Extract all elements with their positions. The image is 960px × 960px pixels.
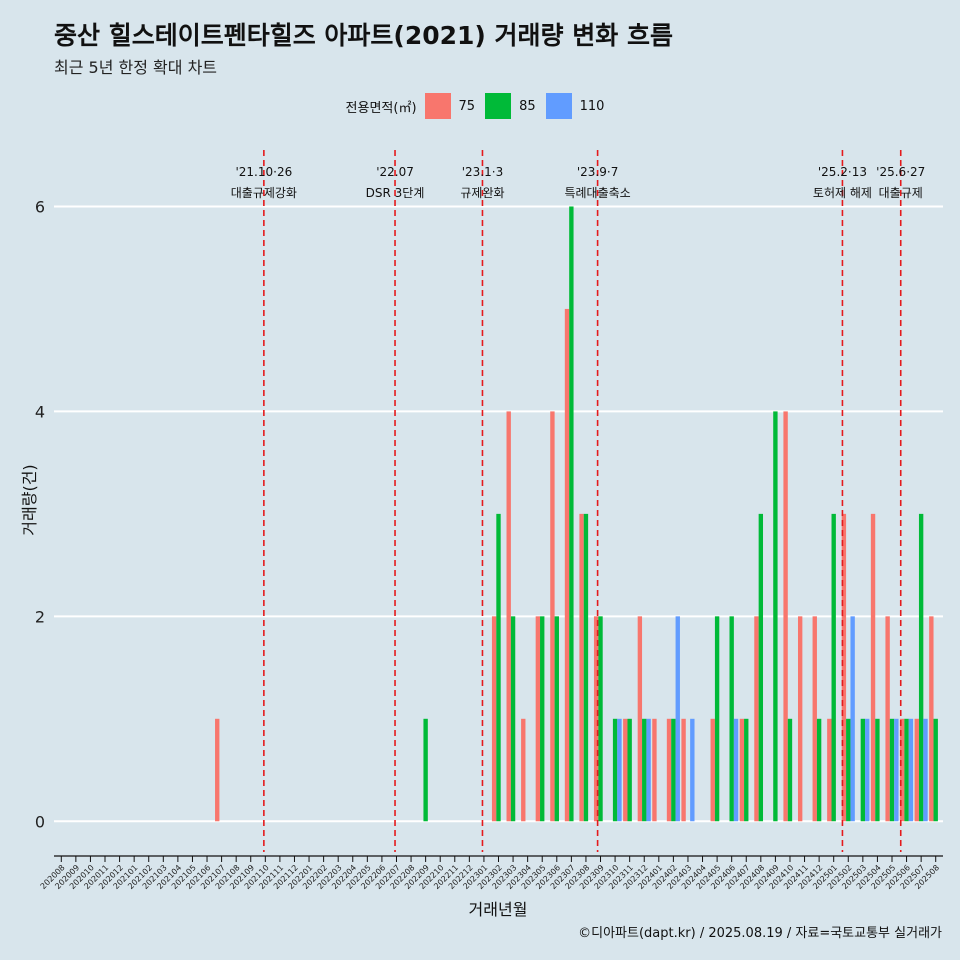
policy-date-0: '21.10·26 bbox=[235, 165, 292, 179]
bar-75-202304 bbox=[521, 718, 526, 822]
policy-date-4: '25.2·13 bbox=[818, 165, 867, 179]
bar-75-202411 bbox=[797, 616, 803, 822]
bar-110-202506 bbox=[908, 718, 914, 822]
legend-label-85: 85 bbox=[519, 98, 536, 114]
y-tick-label-0: 0 bbox=[35, 812, 45, 831]
bar-85-202311 bbox=[627, 718, 632, 822]
bar-110-202502 bbox=[850, 616, 855, 822]
bar-110-202406 bbox=[733, 718, 739, 822]
x-axis-label: 거래년월 bbox=[468, 900, 528, 919]
bar-85-202306 bbox=[554, 616, 559, 822]
bar-75-202312 bbox=[637, 616, 643, 822]
bar-75-202107 bbox=[215, 718, 220, 822]
bar-75-202407 bbox=[739, 718, 745, 822]
policy-date-1: '22.07 bbox=[376, 165, 414, 179]
policy-date-5: '25.6·27 bbox=[876, 165, 925, 179]
bar-85-202407 bbox=[744, 718, 749, 822]
bar-85-202303 bbox=[510, 616, 516, 822]
bar-75-202306 bbox=[550, 411, 555, 822]
bar-110-202403 bbox=[690, 718, 695, 822]
bar-75-202303 bbox=[506, 411, 511, 822]
legend-item-110: 110 bbox=[545, 93, 605, 119]
bar-85-202309 bbox=[598, 616, 603, 822]
y-tick-label-6: 6 bbox=[35, 197, 45, 216]
bar-75-202506 bbox=[900, 718, 905, 822]
bar-85-202305 bbox=[540, 616, 545, 822]
bar-85-202506 bbox=[904, 718, 909, 822]
bar-75-202309 bbox=[593, 616, 599, 822]
bar-85-202503 bbox=[860, 718, 866, 822]
policy-label-4: 토허제 해제 bbox=[813, 186, 872, 200]
policy-date-3: '23.9·7 bbox=[577, 165, 618, 179]
bar-85-202310 bbox=[612, 718, 618, 822]
policy-label-0: 대출규제강화 bbox=[231, 186, 297, 200]
bar-85-202502 bbox=[846, 718, 851, 822]
bar-75-202410 bbox=[783, 411, 788, 822]
bar-85-202504 bbox=[875, 718, 880, 822]
bar-85-202405 bbox=[714, 616, 720, 822]
bar-75-202302 bbox=[491, 616, 497, 822]
y-tick-label-2: 2 bbox=[35, 607, 45, 626]
y-tick-label-4: 4 bbox=[35, 402, 45, 421]
bar-110-202310 bbox=[617, 718, 622, 822]
bar-110-202312 bbox=[646, 718, 651, 822]
policy-date-2: '23.1·3 bbox=[462, 165, 503, 179]
legend-swatch-85 bbox=[485, 93, 512, 119]
y-axis-label: 거래량(건) bbox=[20, 464, 39, 536]
bar-75-202505 bbox=[885, 616, 890, 822]
bar-75-202501 bbox=[827, 718, 832, 822]
bar-85-202412 bbox=[816, 718, 822, 822]
bar-85-202408 bbox=[758, 513, 764, 822]
policy-label-3: 특례대출축소 bbox=[564, 186, 630, 200]
bar-110-202505 bbox=[894, 718, 899, 822]
legend-swatch-110 bbox=[545, 93, 572, 119]
bar-85-202505 bbox=[889, 718, 895, 822]
bar-75-202311 bbox=[623, 718, 628, 822]
bar-75-202502 bbox=[841, 513, 847, 822]
bar-75-202307 bbox=[564, 308, 570, 822]
bar-75-202308 bbox=[579, 513, 584, 822]
bar-75-202507 bbox=[914, 718, 919, 822]
bar-75-202504 bbox=[870, 513, 876, 822]
legend-title: 전용면적(㎡) bbox=[345, 100, 417, 116]
bar-110-202402 bbox=[675, 616, 680, 822]
bar-75-202401 bbox=[652, 718, 657, 822]
policy-label-1: DSR 3단계 bbox=[366, 186, 425, 200]
chart-subtitle: 최근 5년 한정 확대 차트 bbox=[54, 58, 218, 77]
source-caption: ©디아파트(dapt.kr) / 2025.08.19 / 자료=국토교통부 실… bbox=[578, 926, 942, 941]
legend-item-85: 85 bbox=[485, 93, 536, 119]
policy-label-2: 규제완화 bbox=[460, 186, 504, 200]
bar-75-202403 bbox=[681, 718, 686, 822]
bar-85-202302 bbox=[496, 513, 501, 822]
bar-75-202408 bbox=[754, 616, 759, 822]
bar-85-202209 bbox=[423, 718, 428, 822]
bar-85-202402 bbox=[671, 718, 676, 822]
bar-85-202508 bbox=[933, 718, 938, 822]
policy-label-5: 대출규제 bbox=[879, 186, 923, 200]
bar-85-202312 bbox=[642, 718, 647, 822]
bar-75-202402 bbox=[666, 718, 672, 822]
bar-110-202503 bbox=[865, 718, 870, 822]
legend-swatch-75 bbox=[424, 93, 451, 119]
bar-85-202410 bbox=[787, 718, 793, 822]
bar-85-202307 bbox=[569, 206, 574, 822]
legend: 전용면적(㎡) 75 85 110 bbox=[0, 93, 960, 119]
legend-label-75: 75 bbox=[458, 98, 476, 114]
chart-title: 중산 힐스테이트펜타힐즈 아파트(2021) 거래량 변화 흐름 bbox=[54, 21, 673, 50]
bar-85-202507 bbox=[918, 513, 924, 822]
legend-label-110: 110 bbox=[579, 98, 605, 114]
bar-85-202308 bbox=[583, 513, 589, 822]
bar-75-202305 bbox=[535, 616, 541, 822]
bar-75-202412 bbox=[812, 616, 817, 822]
bar-85-202501 bbox=[831, 513, 836, 822]
legend-item-75: 75 bbox=[424, 93, 476, 119]
bar-110-202507 bbox=[923, 718, 928, 822]
bar-85-202406 bbox=[729, 616, 734, 822]
bar-85-202409 bbox=[773, 411, 778, 822]
bar-75-202405 bbox=[710, 718, 715, 822]
bar-75-202508 bbox=[929, 616, 934, 822]
